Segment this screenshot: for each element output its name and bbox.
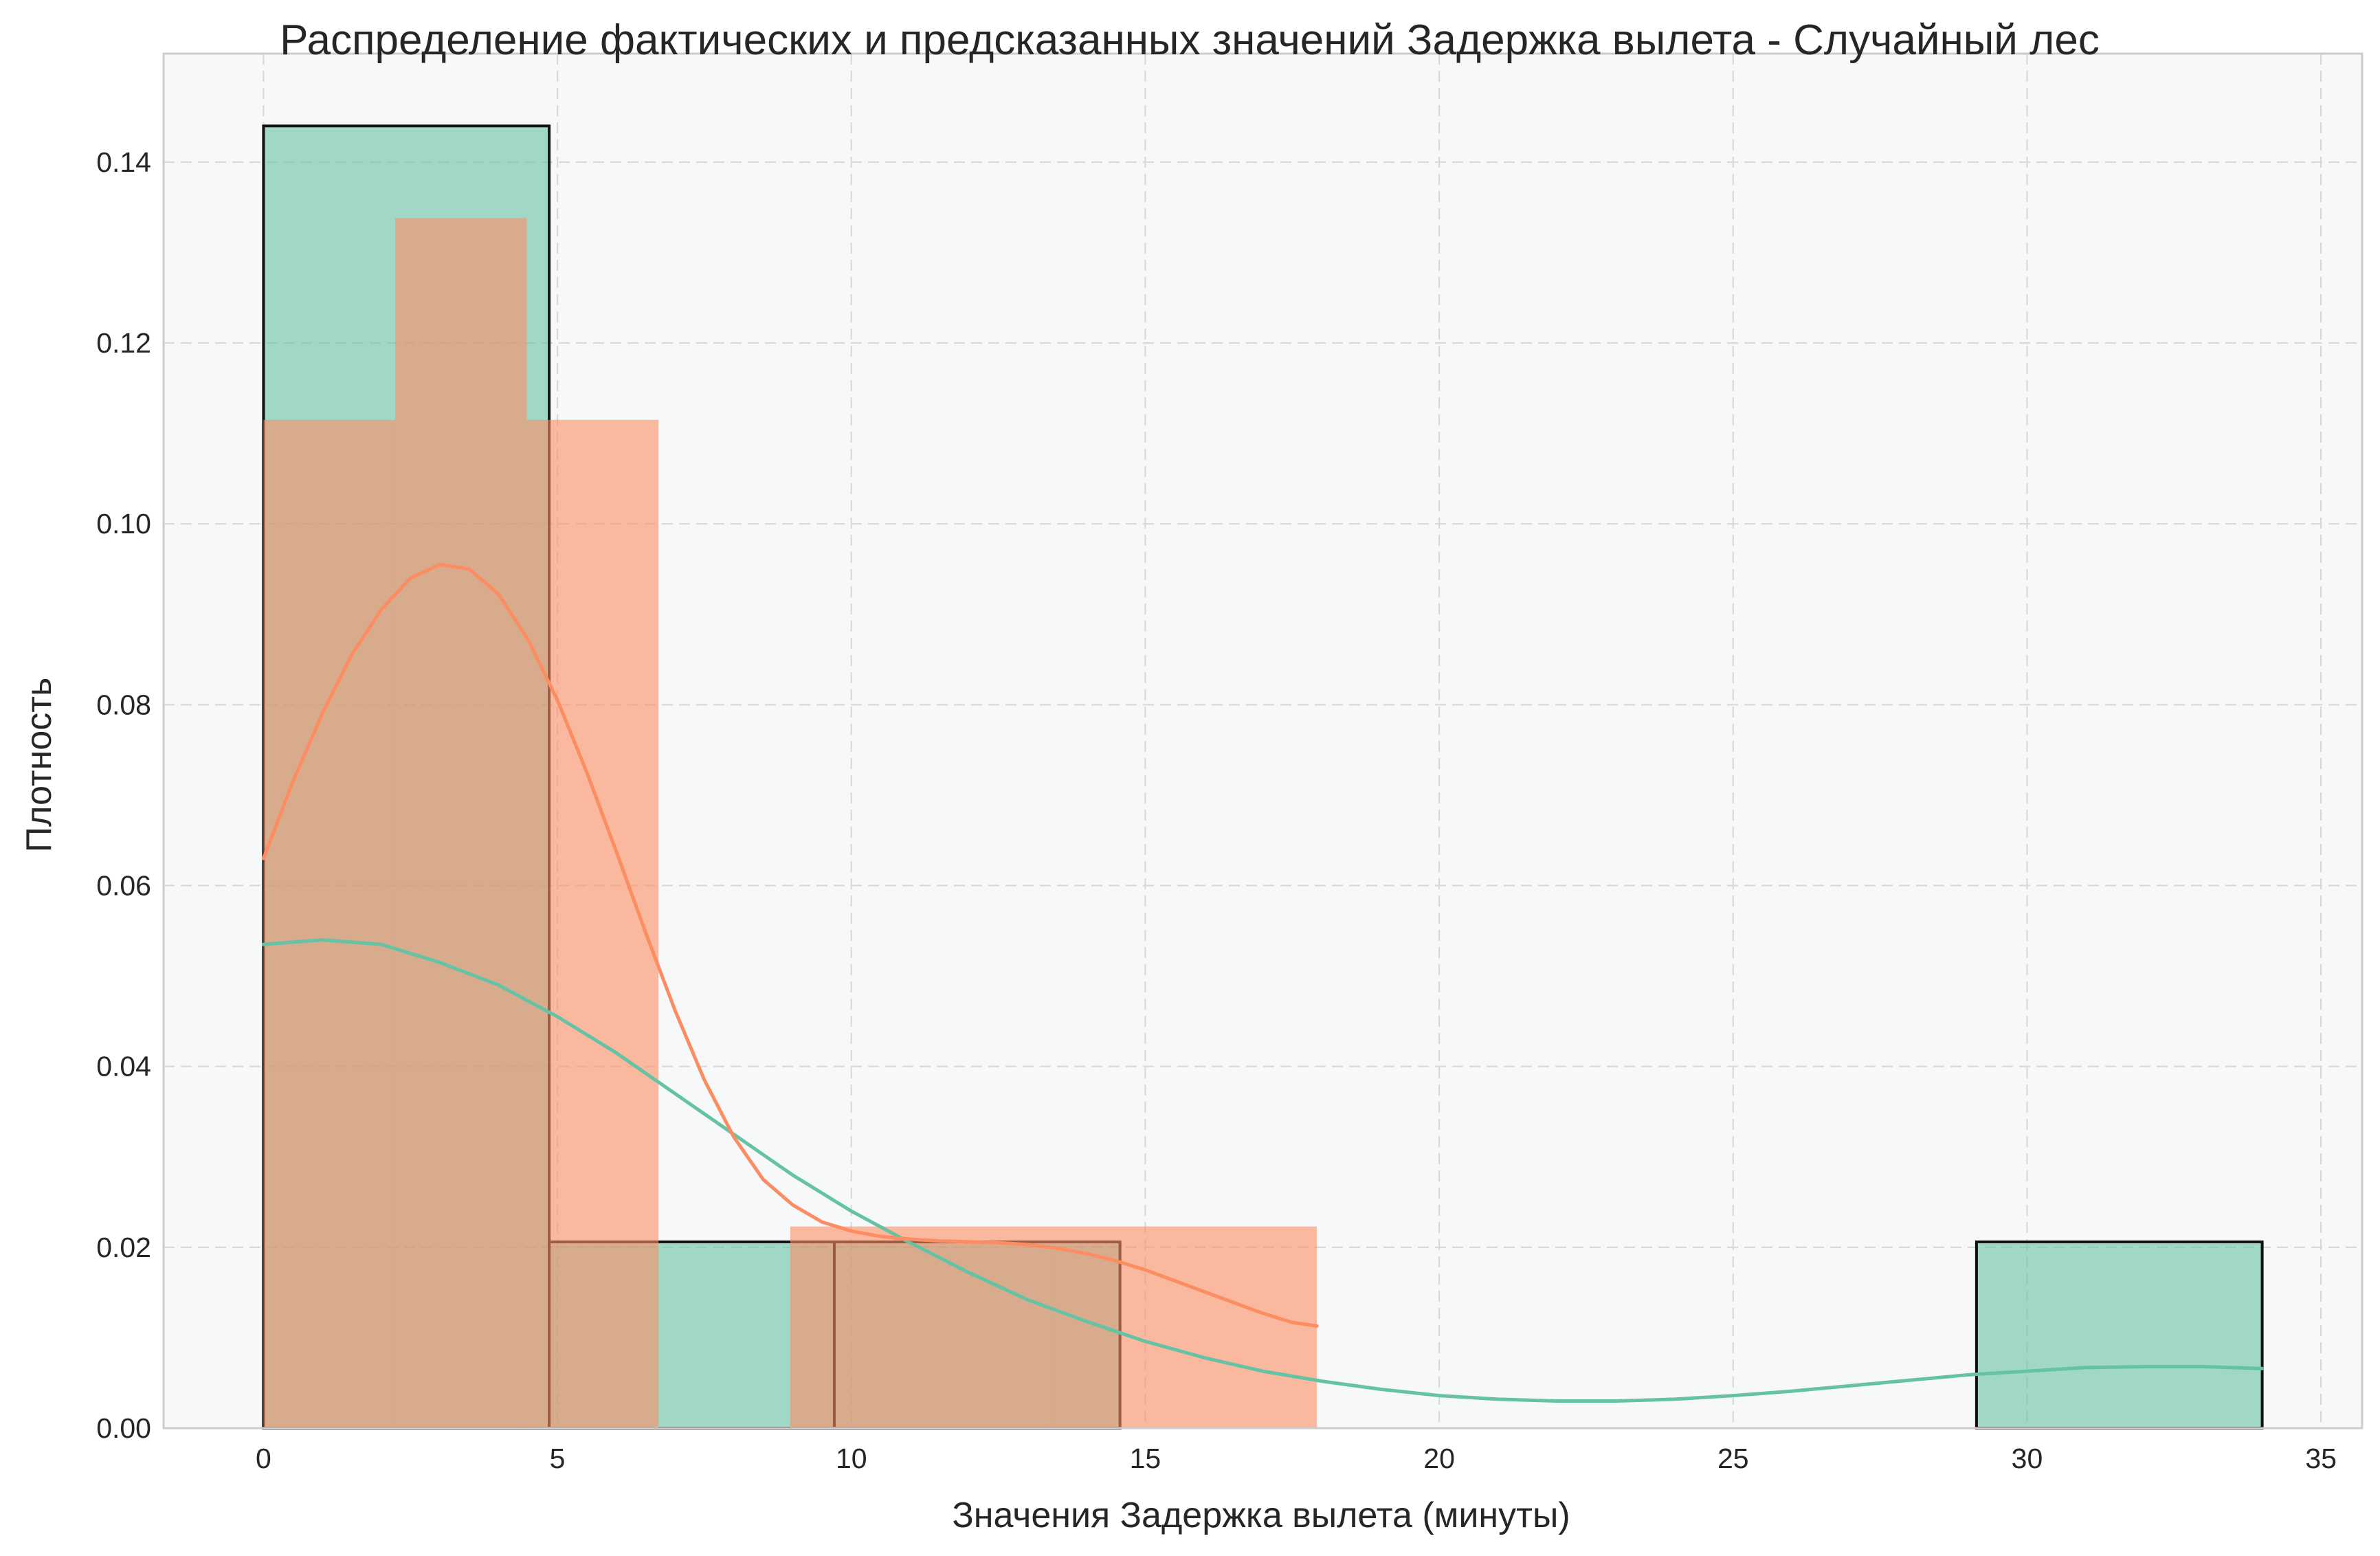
- x-axis-label: Значения Задержка вылета (минуты): [952, 1496, 1570, 1535]
- histogram-bar-predicted: [922, 1226, 1054, 1428]
- y-tick-label: 0.14: [96, 146, 151, 178]
- x-tick-label: 5: [550, 1443, 566, 1474]
- histogram-bar-predicted: [1185, 1226, 1317, 1428]
- x-tick-label: 35: [2305, 1443, 2337, 1474]
- y-tick-labels: 0.00 0.02 0.04 0.06 0.08 0.10 0.12 0.14: [96, 146, 151, 1444]
- kde-curve-predicted: [261, 562, 1319, 1328]
- y-tick-label: 0.06: [96, 870, 151, 902]
- y-tick-label: 0.08: [96, 689, 151, 720]
- x-tick-label: 25: [1717, 1443, 1749, 1474]
- x-tick-label: 20: [1423, 1443, 1455, 1474]
- x-tick-label: 30: [2012, 1443, 2043, 1474]
- axes-frame: [162, 52, 2364, 1430]
- kde-curve-actual: [261, 938, 2265, 1403]
- y-tick-label: 0.00: [96, 1412, 151, 1444]
- density-curves: [261, 562, 2265, 1403]
- histogram-bar-actual: [1975, 1240, 2264, 1430]
- bars-predicted: [263, 218, 1317, 1429]
- histogram-bars: [262, 124, 2264, 1430]
- y-tick-label: 0.10: [96, 508, 151, 540]
- x-tick-label: 15: [1130, 1443, 1161, 1474]
- x-tick-label: 10: [836, 1443, 867, 1474]
- chart-title: Распределение фактических и предсказанны…: [280, 16, 2100, 64]
- y-tick-label: 0.02: [96, 1232, 151, 1263]
- y-tick-label: 0.04: [96, 1051, 151, 1082]
- x-tick-labels: 0 5 10 15 20 25 30 35: [256, 1443, 2337, 1474]
- x-tick-label: 0: [256, 1443, 271, 1474]
- y-tick-label: 0.12: [96, 327, 151, 359]
- histogram-bar-predicted: [790, 1226, 922, 1428]
- histogram-bar-predicted: [395, 218, 527, 1429]
- histogram-bar-predicted: [263, 419, 396, 1428]
- histogram-bar-predicted: [526, 419, 659, 1428]
- histogram-bar-predicted: [1053, 1226, 1186, 1428]
- y-axis-label: Плотность: [19, 678, 59, 852]
